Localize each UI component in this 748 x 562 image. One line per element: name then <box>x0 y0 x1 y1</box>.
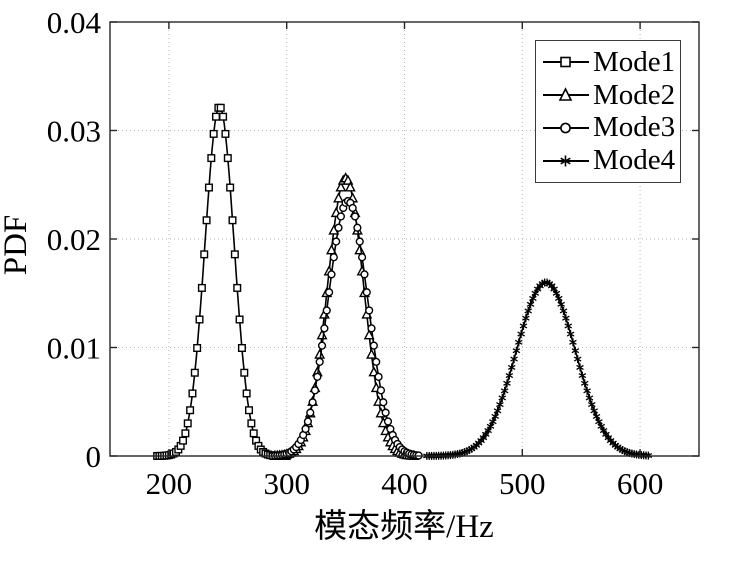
y-tick-label: 0.03 <box>47 114 101 149</box>
legend-item-mode1: Mode1 <box>542 45 676 78</box>
legend-item-mode4: Mode4 <box>542 144 676 177</box>
series-line <box>274 177 414 457</box>
y-tick-label: 0 <box>86 439 102 474</box>
y-axis-label: PDF <box>0 215 34 276</box>
legend-item-mode2: Mode2 <box>542 78 676 111</box>
y-tick-label: 0.01 <box>47 331 101 366</box>
x-axis-label: 模态频率/Hz <box>314 508 494 545</box>
legend-label-mode2: Mode2 <box>593 78 676 111</box>
y-tick-label: 0.04 <box>47 5 102 40</box>
y-tick-label: 0.02 <box>47 222 101 257</box>
legend: Mode1 Mode2 Mode3 <box>535 40 681 183</box>
series-line <box>157 105 287 457</box>
series-markers <box>153 103 291 460</box>
tick-labels: 200 300 400 500 600 0 0.01 0.02 0.03 0.04 <box>47 5 664 501</box>
series-mode4 <box>423 278 653 460</box>
grid-lines <box>110 21 699 457</box>
legend-marker-asterisk-icon <box>543 155 589 167</box>
legend-label-mode4: Mode4 <box>593 144 676 177</box>
legend-item-mode3: Mode3 <box>542 111 676 144</box>
legend-marker-square-icon <box>543 57 589 68</box>
series-markers <box>423 278 653 460</box>
series-layer <box>153 103 653 461</box>
x-tick-label: 400 <box>381 466 428 501</box>
x-tick-label: 300 <box>263 466 310 501</box>
x-tick-label: 500 <box>499 466 546 501</box>
series-mode1 <box>153 103 291 460</box>
series-mode3 <box>268 196 423 460</box>
series-markers <box>268 196 423 460</box>
legend-marker-circle-icon <box>543 122 589 134</box>
series-line <box>426 281 650 457</box>
legend-label-mode3: Mode3 <box>593 111 676 144</box>
x-tick-label: 200 <box>146 466 193 501</box>
legend-label-mode1: Mode1 <box>593 45 676 78</box>
tick-marks <box>110 21 699 457</box>
x-tick-label: 600 <box>617 466 664 501</box>
legend-marker-triangle-icon <box>543 87 589 101</box>
